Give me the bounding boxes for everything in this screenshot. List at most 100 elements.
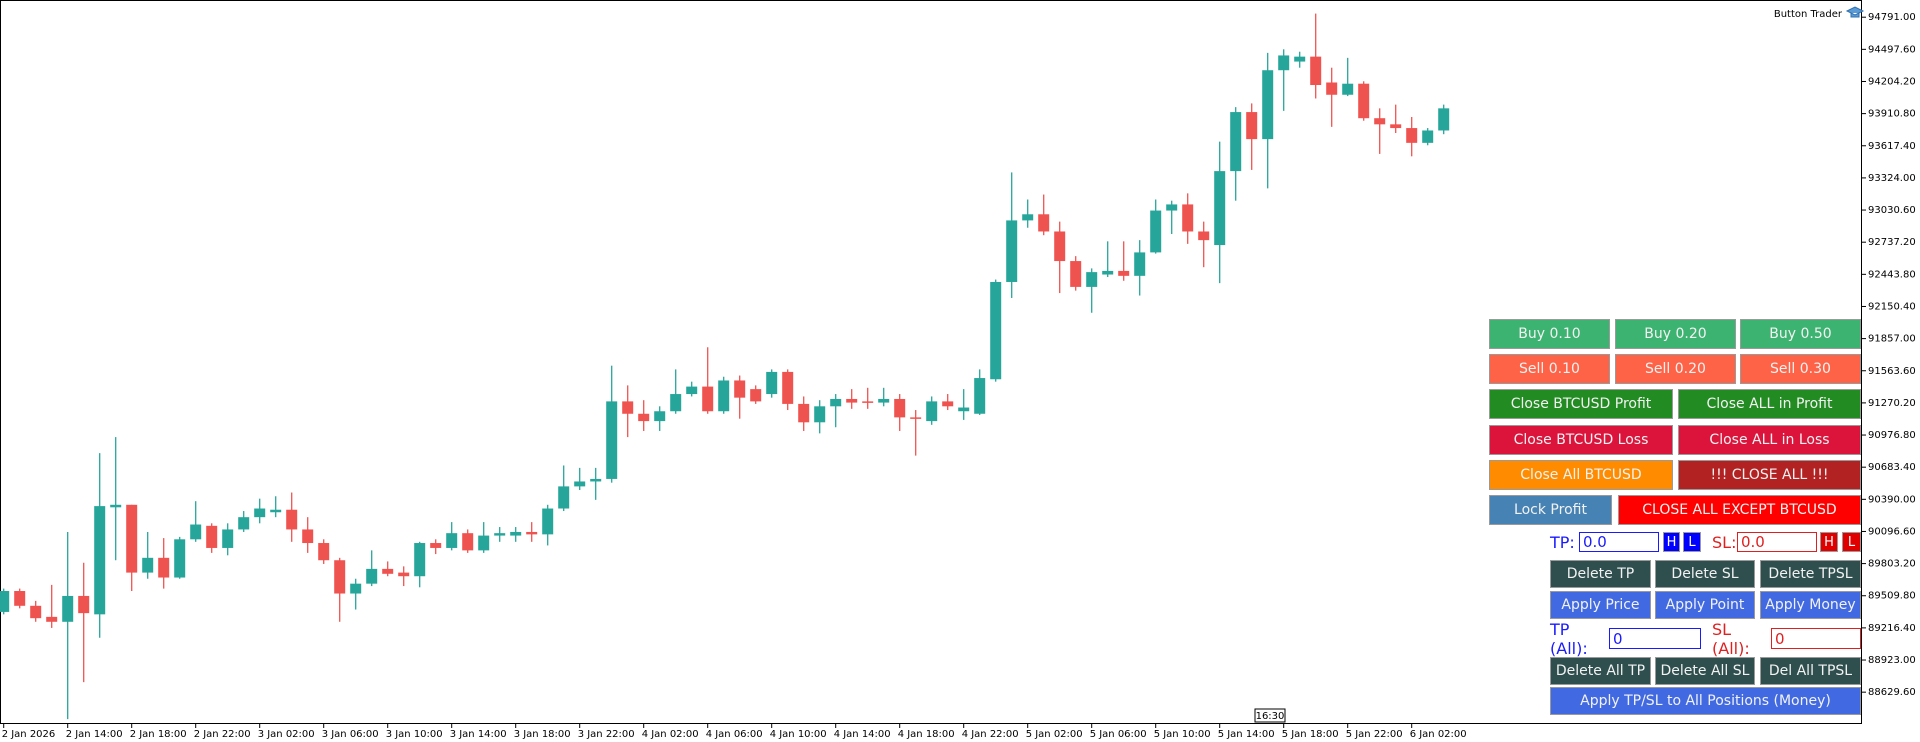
candle-body <box>654 411 666 422</box>
candle-body <box>270 509 282 513</box>
x-tick-label: 4 Jan 18:00 <box>898 729 955 740</box>
candle-body <box>686 386 698 395</box>
close-all-button[interactable]: Close All BTCUSD <box>1489 460 1673 490</box>
annotation: 16:30 <box>1256 711 1285 722</box>
x-tick-label: 3 Jan 14:00 <box>450 729 507 740</box>
candle-body <box>830 398 842 407</box>
candle-body <box>430 543 442 548</box>
tp-all-input[interactable]: 0 <box>1609 628 1701 649</box>
candle-body <box>574 481 586 487</box>
y-tick-label: 90976.80 <box>1868 430 1916 441</box>
candle-body <box>1246 112 1258 140</box>
candle-body <box>734 380 746 398</box>
candle-body <box>1310 56 1322 86</box>
close-profit-button[interactable]: Close BTCUSD Profit <box>1489 389 1673 419</box>
buy-button[interactable]: Buy 0.10 <box>1489 319 1610 349</box>
candle-body <box>222 529 234 548</box>
delete-button[interactable]: Delete TPSL <box>1760 560 1861 588</box>
candle-body <box>1198 231 1210 241</box>
x-tick-label: 2 Jan 18:00 <box>130 729 187 740</box>
candle-body <box>142 557 154 573</box>
candle-body <box>766 371 778 395</box>
candle-body <box>782 371 794 404</box>
candle-body <box>350 583 362 594</box>
tp-high-button[interactable]: H <box>1663 532 1680 552</box>
delete-button[interactable]: Delete TP <box>1550 560 1651 588</box>
candle-body <box>894 398 906 418</box>
candle-body <box>1086 272 1098 287</box>
candle-body <box>14 591 26 606</box>
tp-label: TP: <box>1550 532 1575 552</box>
candle-body <box>590 478 602 482</box>
sell-button[interactable]: Sell 0.20 <box>1615 354 1736 384</box>
candle-body <box>846 398 858 403</box>
delete-all-button[interactable]: Del All TPSL <box>1760 657 1861 685</box>
candle-body <box>670 394 682 412</box>
apply-button[interactable]: Apply Point <box>1655 591 1755 619</box>
buy-button[interactable]: Buy 0.50 <box>1740 319 1861 349</box>
x-tick-label: 2 Jan 14:00 <box>66 729 123 740</box>
candle-body <box>94 506 106 615</box>
close-loss-button[interactable]: Close BTCUSD Loss <box>1489 425 1673 455</box>
close-loss-button[interactable]: Close ALL in Loss <box>1678 425 1861 455</box>
candle-body <box>862 401 874 403</box>
candle-body <box>1102 270 1114 275</box>
close-button[interactable]: Lock Profit <box>1489 495 1612 525</box>
x-tick-label: 4 Jan 14:00 <box>834 729 891 740</box>
candle-body <box>318 543 330 561</box>
close-button[interactable]: CLOSE ALL EXCEPT BTCUSD <box>1618 495 1861 525</box>
delete-all-button[interactable]: Delete All SL <box>1655 657 1755 685</box>
y-tick-label: 94497.60 <box>1868 44 1916 55</box>
sl-all-label: SL (All): <box>1712 619 1750 658</box>
sl-low-button[interactable]: L <box>1842 532 1861 552</box>
candle-body <box>1214 171 1226 246</box>
x-tick-label: 5 Jan 02:00 <box>1026 729 1083 740</box>
candle-body <box>638 413 650 422</box>
candle-body <box>78 595 90 614</box>
tp-all-label: TP (All): <box>1550 619 1588 658</box>
candle-body <box>1422 130 1434 143</box>
candle-body <box>814 406 826 423</box>
candle-body <box>1294 56 1306 62</box>
y-tick-label: 93030.60 <box>1868 205 1916 216</box>
sl-high-button[interactable]: H <box>1820 532 1838 552</box>
buy-button[interactable]: Buy 0.20 <box>1615 319 1736 349</box>
candle-body <box>254 508 266 518</box>
y-tick-label: 88923.00 <box>1868 655 1916 666</box>
candle-body <box>878 398 890 403</box>
chart-title: Button Trader <box>1774 9 1843 20</box>
delete-button[interactable]: Delete SL <box>1655 560 1755 588</box>
x-tick-label: 5 Jan 14:00 <box>1218 729 1275 740</box>
close-profit-button[interactable]: Close ALL in Profit <box>1678 389 1861 419</box>
x-tick-label: 5 Jan 10:00 <box>1154 729 1211 740</box>
candle-body <box>926 401 938 422</box>
close-all-button[interactable]: !!! CLOSE ALL !!! <box>1678 460 1861 490</box>
tp-low-button[interactable]: L <box>1683 532 1701 552</box>
candle-body <box>958 407 970 412</box>
sell-button[interactable]: Sell 0.10 <box>1489 354 1610 384</box>
y-tick-label: 94204.20 <box>1868 76 1916 87</box>
candle-body <box>174 539 186 578</box>
apply-button[interactable]: Apply Money <box>1760 591 1861 619</box>
apply-button[interactable]: Apply Price <box>1550 591 1651 619</box>
candle-body <box>1022 214 1034 221</box>
candle-body <box>302 529 314 544</box>
sl-input[interactable]: 0.0 <box>1737 532 1817 552</box>
x-tick-label: 2 Jan 2026 <box>2 729 56 740</box>
sell-button[interactable]: Sell 0.30 <box>1740 354 1861 384</box>
candle-body <box>1374 118 1386 125</box>
candle-body <box>286 509 298 530</box>
candle-body <box>1070 261 1082 287</box>
candle-body <box>46 616 58 622</box>
tp-input[interactable]: 0.0 <box>1579 532 1659 552</box>
sl-all-input[interactable]: 0 <box>1771 628 1861 649</box>
candle-body <box>1038 214 1050 232</box>
y-tick-label: 91563.60 <box>1868 366 1916 377</box>
candle-body <box>206 525 218 548</box>
candle-body <box>494 533 506 536</box>
apply-all-button[interactable]: Apply TP/SL to All Positions (Money) <box>1550 687 1861 715</box>
y-tick-label: 90683.40 <box>1868 462 1916 473</box>
delete-all-button[interactable]: Delete All TP <box>1550 657 1651 685</box>
candle-body <box>974 378 986 414</box>
